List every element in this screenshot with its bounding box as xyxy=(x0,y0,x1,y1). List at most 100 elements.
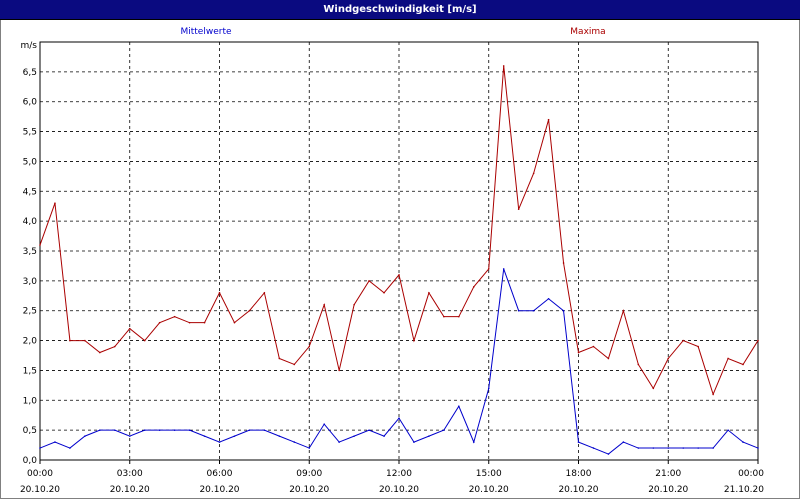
x-tick-time: 00:00 xyxy=(27,469,53,479)
data-point xyxy=(84,435,86,437)
data-point xyxy=(158,429,161,431)
data-point xyxy=(637,363,640,366)
data-point xyxy=(368,280,370,282)
data-point xyxy=(487,387,490,390)
y-tick-label: 1,0 xyxy=(23,396,38,406)
data-point xyxy=(398,274,400,276)
data-point xyxy=(188,321,191,324)
data-point xyxy=(398,417,400,420)
data-point xyxy=(622,441,625,443)
y-tick-label: 5,0 xyxy=(23,157,38,167)
data-point xyxy=(487,268,490,270)
x-tick-date: 20.10.20 xyxy=(469,485,509,495)
data-point xyxy=(308,345,311,348)
data-point xyxy=(128,435,131,437)
data-point xyxy=(428,435,430,437)
data-point xyxy=(607,357,610,360)
y-tick-label: 0,0 xyxy=(23,456,38,466)
data-point xyxy=(39,244,41,246)
data-point xyxy=(667,357,670,360)
y-tick-label: 2,0 xyxy=(23,337,38,347)
data-point xyxy=(577,441,580,443)
data-point xyxy=(652,387,655,390)
data-point xyxy=(99,429,101,431)
data-point xyxy=(727,357,729,360)
y-tick-label: 6,0 xyxy=(23,98,38,108)
x-tick-time: 06:00 xyxy=(207,469,233,479)
data-point xyxy=(293,363,296,366)
data-point xyxy=(517,309,520,312)
data-point xyxy=(353,303,355,306)
title-bar: Windgeschwindigkeit [m/s] xyxy=(0,0,800,20)
data-point xyxy=(383,292,385,294)
x-tick-date: 20.10.20 xyxy=(199,485,239,495)
data-point xyxy=(39,447,41,449)
data-point xyxy=(592,447,595,449)
data-point xyxy=(338,369,340,372)
x-tick-date: 20.10.20 xyxy=(379,485,419,495)
series xyxy=(39,65,759,455)
x-tick-time: 00:00 xyxy=(738,469,764,479)
x-tick-date: 20.10.20 xyxy=(558,485,598,495)
data-point xyxy=(308,447,311,449)
y-tick-label: 4,5 xyxy=(23,187,37,197)
legend-entry: Maxima xyxy=(570,27,605,37)
data-point xyxy=(173,315,176,318)
data-point xyxy=(54,202,56,205)
data-point xyxy=(652,447,655,449)
data-point xyxy=(383,435,385,437)
x-tick-time: 18:00 xyxy=(566,469,592,479)
y-tick-label: 1,5 xyxy=(23,366,37,376)
data-point xyxy=(323,303,326,306)
x-tick-date: 21.10.20 xyxy=(724,485,764,495)
data-point xyxy=(218,441,221,443)
data-point xyxy=(742,441,744,443)
x-tick-date: 20.10.20 xyxy=(20,485,60,495)
data-point xyxy=(532,172,535,175)
plot-border xyxy=(39,41,759,461)
data-point xyxy=(547,297,550,300)
data-point xyxy=(188,429,191,431)
data-point xyxy=(443,315,445,318)
data-point xyxy=(697,345,699,348)
data-point xyxy=(472,441,475,443)
x-tick-time: 15:00 xyxy=(476,469,502,479)
data-point xyxy=(413,441,415,443)
data-point xyxy=(458,405,460,408)
data-point xyxy=(278,357,281,360)
data-point xyxy=(158,321,161,324)
grid xyxy=(40,42,758,460)
data-point xyxy=(278,435,281,437)
data-point xyxy=(69,447,71,449)
data-point xyxy=(69,339,71,342)
x-tick-time: 12:00 xyxy=(386,469,412,479)
data-point xyxy=(757,339,759,342)
data-point xyxy=(712,447,714,449)
data-point xyxy=(413,339,415,342)
chart-title: Windgeschwindigkeit [m/s] xyxy=(323,4,477,15)
data-point xyxy=(607,453,610,455)
data-point xyxy=(248,429,251,431)
data-point xyxy=(697,447,699,449)
data-point xyxy=(128,327,131,330)
data-point xyxy=(263,292,266,294)
x-tick-time: 03:00 xyxy=(117,469,143,479)
data-point xyxy=(727,429,729,431)
data-point xyxy=(428,292,430,294)
y-tick-label: 4,0 xyxy=(23,217,38,227)
y-tick-label: 5,5 xyxy=(23,128,37,138)
data-point xyxy=(173,429,176,431)
x-tick-date: 20.10.20 xyxy=(110,485,150,495)
y-tick-label: 3,0 xyxy=(23,277,38,287)
y-tick-label: 6,5 xyxy=(23,68,37,78)
data-point xyxy=(443,429,445,431)
data-point xyxy=(353,435,355,437)
data-point xyxy=(233,435,236,437)
legend-entry: Mittelwerte xyxy=(180,27,231,37)
data-point xyxy=(532,309,535,312)
y-tick-label: 2,5 xyxy=(23,307,37,317)
data-point xyxy=(742,363,744,366)
data-point xyxy=(99,351,101,354)
data-point xyxy=(338,441,340,443)
data-point xyxy=(143,339,146,342)
